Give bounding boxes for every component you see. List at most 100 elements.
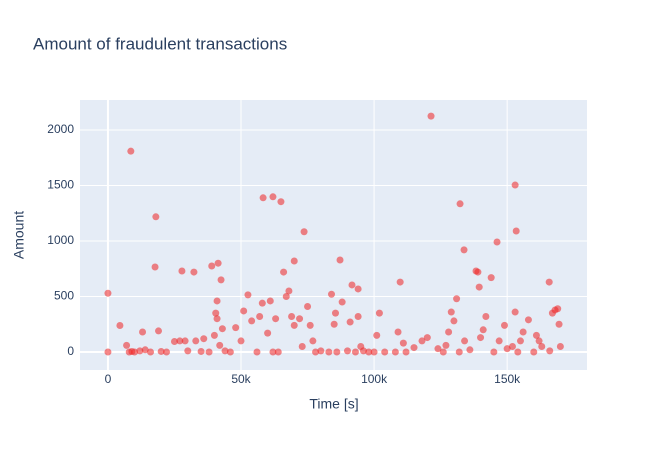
point xyxy=(277,198,285,206)
point xyxy=(190,268,198,276)
point xyxy=(418,337,426,345)
point xyxy=(317,347,325,355)
point xyxy=(330,320,338,328)
point xyxy=(213,297,221,305)
point xyxy=(147,348,155,356)
point xyxy=(328,290,336,298)
point xyxy=(240,307,248,315)
y-tick-label: 2000 xyxy=(47,122,74,136)
point xyxy=(300,228,308,236)
point xyxy=(410,344,418,352)
point xyxy=(210,331,218,339)
point xyxy=(490,348,498,356)
point xyxy=(343,347,351,355)
point xyxy=(152,213,160,221)
x-tick-label: 100k xyxy=(361,372,388,386)
x-tick-label: 150k xyxy=(494,372,521,386)
point xyxy=(546,347,554,355)
point xyxy=(487,274,495,282)
point xyxy=(157,347,165,355)
point xyxy=(141,346,149,354)
point xyxy=(104,348,112,356)
point xyxy=(519,328,527,336)
point xyxy=(475,283,483,291)
x-tick-label: 0 xyxy=(105,372,112,386)
point xyxy=(205,348,213,356)
point xyxy=(460,246,468,254)
point xyxy=(218,325,226,333)
point xyxy=(495,337,503,345)
point xyxy=(296,315,304,323)
point xyxy=(461,337,469,345)
point xyxy=(336,256,344,264)
point xyxy=(427,112,435,120)
point xyxy=(338,298,346,306)
point xyxy=(354,285,362,293)
point xyxy=(181,337,189,345)
point xyxy=(274,348,282,356)
point xyxy=(535,337,543,345)
point xyxy=(272,315,280,323)
point xyxy=(306,321,314,329)
point xyxy=(399,339,407,347)
point xyxy=(226,348,234,356)
point xyxy=(290,257,298,265)
point xyxy=(477,334,485,342)
point xyxy=(197,347,205,355)
point xyxy=(548,309,556,317)
point xyxy=(456,200,464,208)
point xyxy=(445,328,453,336)
point xyxy=(514,348,522,356)
point xyxy=(285,287,293,295)
point xyxy=(391,348,399,356)
point xyxy=(545,278,553,286)
x-tick-label: 50k xyxy=(231,372,251,386)
point xyxy=(555,320,563,328)
point xyxy=(434,345,442,353)
point xyxy=(439,348,447,356)
point xyxy=(365,348,373,356)
x-axis-title: Time [s] xyxy=(309,396,358,412)
point xyxy=(346,318,354,326)
point xyxy=(530,348,538,356)
point xyxy=(170,337,178,345)
point xyxy=(304,302,312,310)
y-tick-label: 500 xyxy=(54,289,74,303)
point xyxy=(290,321,298,329)
point xyxy=(104,289,112,297)
point xyxy=(288,312,296,320)
point xyxy=(232,324,240,332)
point xyxy=(442,341,450,349)
point xyxy=(556,342,564,350)
point xyxy=(375,309,383,317)
point xyxy=(381,348,389,356)
point xyxy=(511,308,519,316)
point xyxy=(532,331,540,339)
point xyxy=(216,341,224,349)
point xyxy=(508,342,516,350)
point xyxy=(192,337,200,345)
point xyxy=(359,347,367,355)
point xyxy=(511,181,519,189)
point xyxy=(127,147,135,155)
point xyxy=(423,334,431,342)
point xyxy=(162,348,170,356)
point xyxy=(298,342,306,350)
point xyxy=(123,341,131,349)
point xyxy=(259,194,267,202)
point xyxy=(253,348,261,356)
point xyxy=(538,342,546,350)
point xyxy=(512,227,520,235)
chart-title: Amount of fraudulent transactions xyxy=(33,34,287,53)
point xyxy=(351,348,359,356)
point xyxy=(176,337,184,345)
point xyxy=(466,346,474,354)
point xyxy=(248,317,256,325)
point xyxy=(474,268,482,276)
point xyxy=(402,348,410,356)
point xyxy=(212,309,220,317)
point xyxy=(348,281,356,289)
point xyxy=(280,268,288,276)
